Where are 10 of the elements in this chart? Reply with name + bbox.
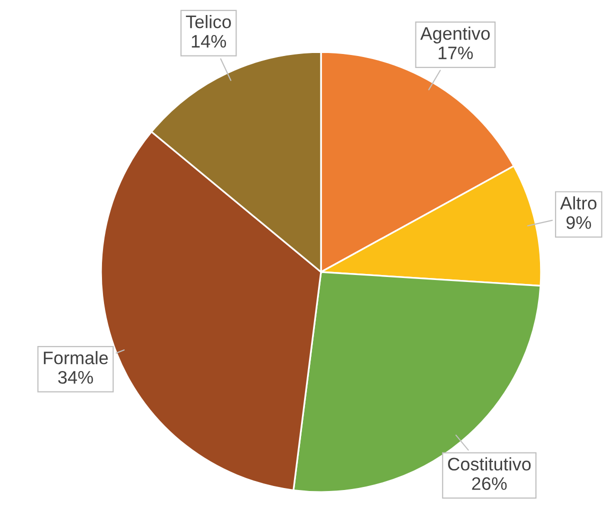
data-label: 34% (58, 370, 93, 384)
slice-label: Agentivo (420, 26, 490, 44)
slice-label: Altro (560, 196, 596, 210)
slice-label: Costitutivo (448, 457, 531, 471)
data-label: 26% (472, 477, 507, 490)
slice-label: Formale (44, 351, 108, 364)
data-label: 17% (438, 46, 473, 60)
data-label: 9% (566, 216, 592, 229)
data-label: 14% (192, 34, 226, 48)
slice-label: Telico (186, 14, 231, 28)
